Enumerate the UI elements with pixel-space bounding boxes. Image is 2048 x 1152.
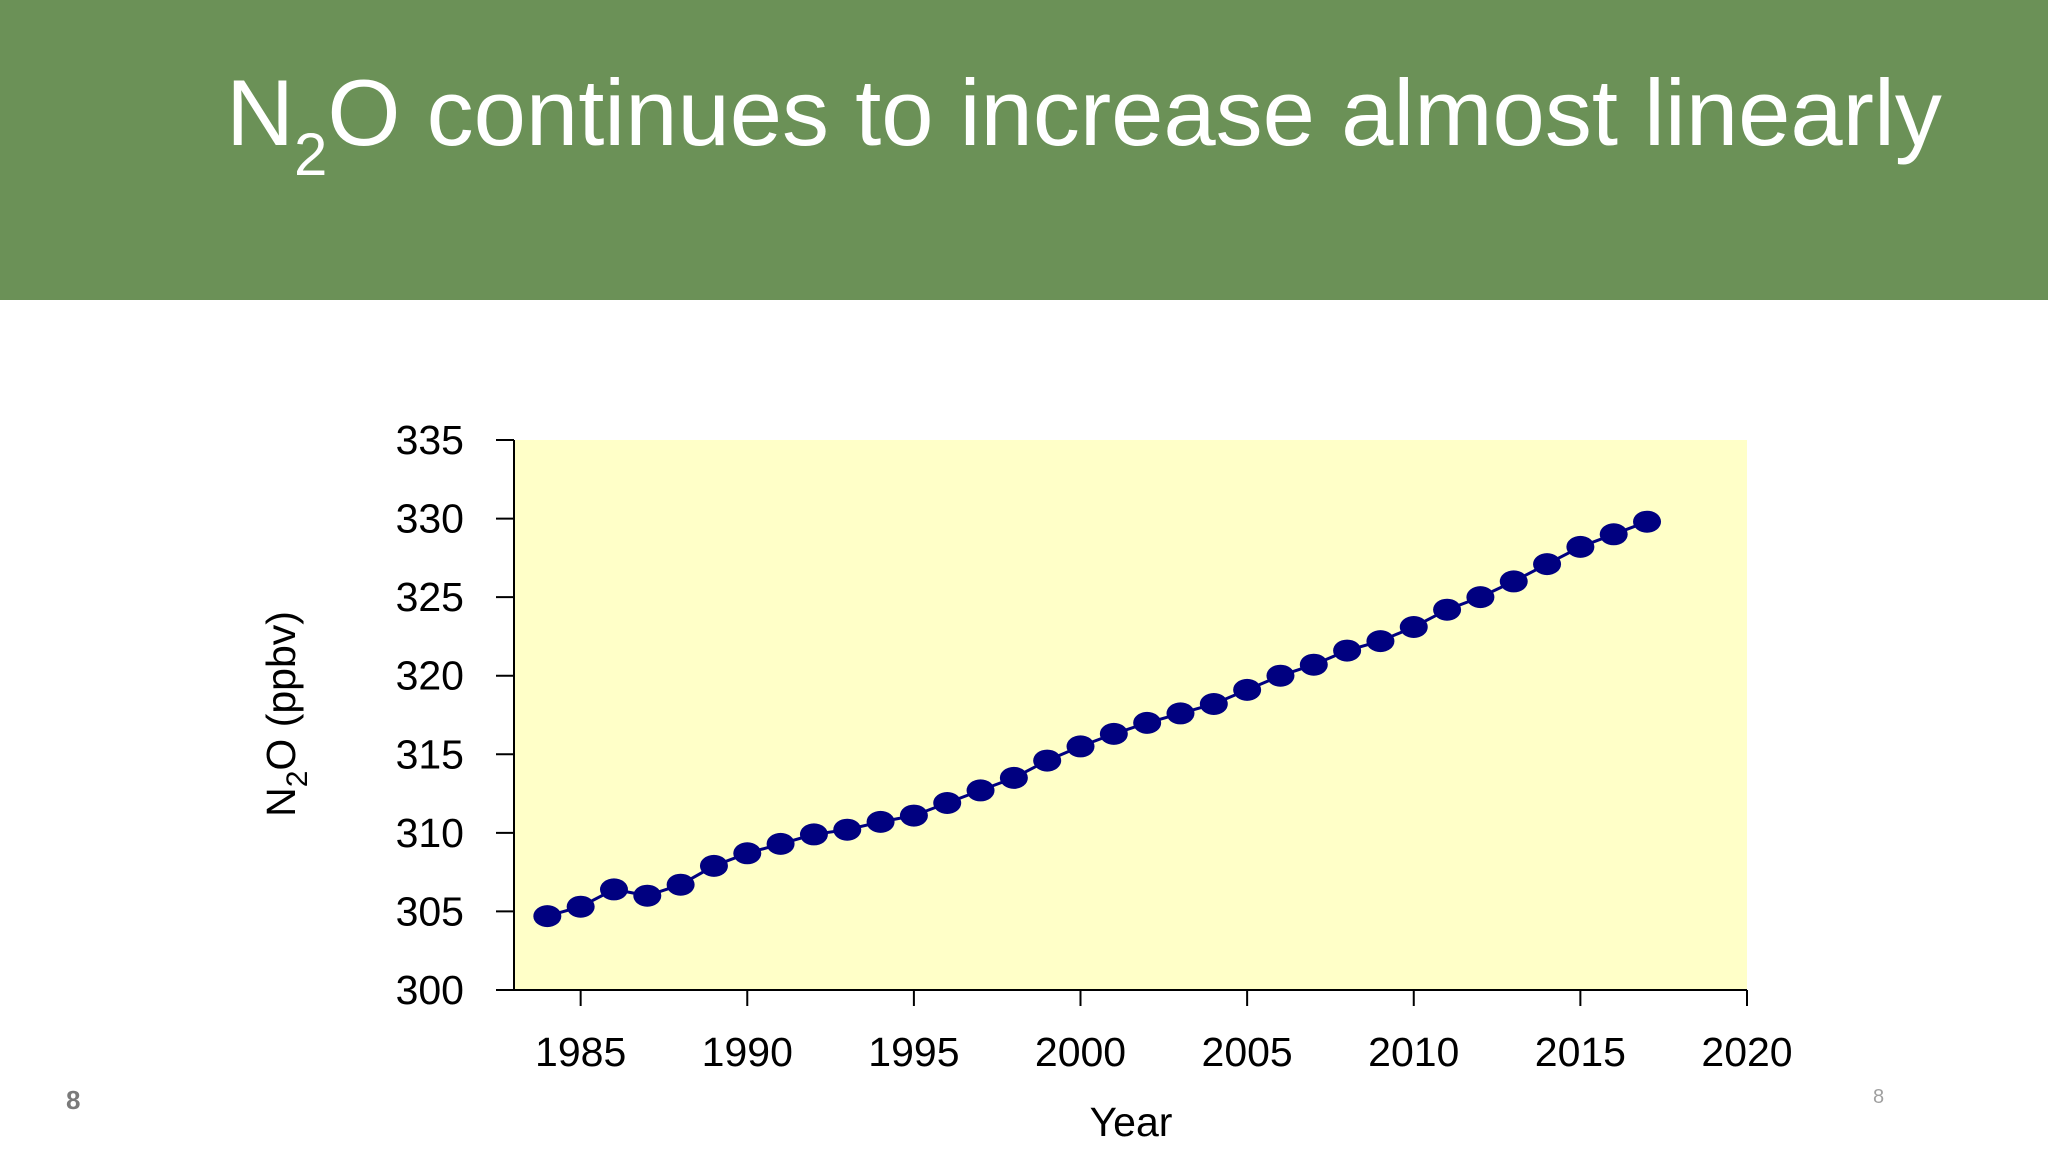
data-point (1166, 702, 1195, 725)
data-point (733, 842, 762, 865)
data-point (533, 905, 562, 928)
data-point (1366, 630, 1395, 653)
data-point (1266, 664, 1295, 687)
data-point (1333, 639, 1362, 662)
data-point (966, 779, 995, 802)
data-point (1299, 653, 1328, 676)
data-point (1599, 523, 1628, 546)
slide-number-right: 8 (1873, 1086, 1885, 1108)
data-point (699, 854, 728, 877)
data-point (1399, 616, 1428, 638)
data-point (1099, 722, 1128, 745)
x-tick-label: 2010 (1368, 1029, 1459, 1075)
x-tick-label: 1985 (535, 1029, 626, 1075)
data-point (1433, 598, 1462, 621)
data-point (633, 884, 662, 907)
title-text-start: N (226, 60, 295, 165)
y-tick-label: 300 (396, 967, 464, 1013)
x-tick-label: 1995 (868, 1029, 959, 1075)
data-point (666, 873, 695, 896)
y-axis-title-main: N (258, 787, 304, 817)
x-tick-label: 2015 (1535, 1029, 1626, 1075)
data-point (899, 804, 928, 827)
title-subscript: 2 (294, 121, 328, 188)
y-axis-title-sub: 2 (281, 771, 314, 788)
x-tick-label: 2000 (1035, 1029, 1126, 1075)
y-tick-label: 310 (396, 810, 464, 856)
x-tick-label: 1990 (702, 1029, 793, 1075)
data-point (799, 823, 828, 846)
data-point (1133, 711, 1162, 734)
y-tick-label: 315 (396, 731, 464, 777)
x-axis-title: Year (1090, 1099, 1173, 1145)
data-point (766, 832, 795, 855)
data-point (933, 792, 962, 814)
data-point (866, 810, 895, 833)
slide-title: N2O continues to increase almost linearl… (0, 58, 2048, 188)
series-line (546, 520, 1648, 918)
data-point (999, 766, 1028, 789)
title-bar (0, 0, 2048, 300)
data-point (1033, 749, 1062, 772)
data-point (1533, 553, 1562, 576)
y-axis-title-rest: O (ppbv) (258, 611, 304, 771)
data-point (1499, 570, 1528, 593)
data-point (599, 878, 628, 901)
data-point (1199, 693, 1228, 715)
x-tick-label: 2005 (1202, 1029, 1293, 1075)
y-tick-label: 305 (396, 888, 464, 934)
data-point (1633, 510, 1662, 533)
data-point (1566, 535, 1595, 558)
plot-area (514, 440, 1747, 990)
y-tick-label: 320 (396, 653, 464, 699)
data-point (1233, 678, 1262, 701)
title-text-end: O continues to increase almost linearly (327, 60, 1942, 165)
x-tick-label: 2020 (1701, 1029, 1792, 1075)
data-point (566, 895, 595, 918)
data-point (1466, 586, 1495, 609)
slide-number-left: 8 (66, 1085, 81, 1115)
data-point (833, 818, 862, 841)
y-tick-label: 325 (396, 574, 464, 620)
data-point (1066, 735, 1095, 758)
y-axis-title: N2O (ppbv) (258, 611, 314, 817)
y-tick-label: 335 (396, 417, 464, 463)
y-tick-label: 330 (396, 496, 464, 542)
